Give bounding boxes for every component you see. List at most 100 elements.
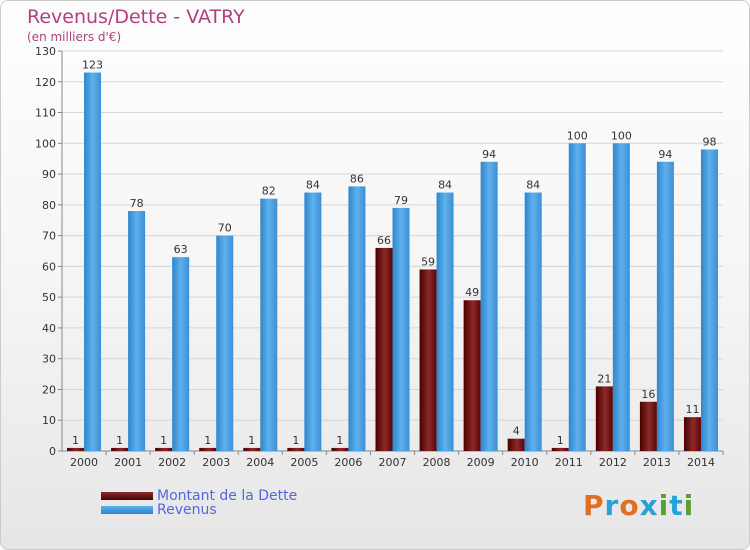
logo-letter: o (619, 489, 640, 522)
debt-bar (243, 447, 261, 451)
x-tick-label: 2012 (599, 456, 627, 469)
axes: 0 10 20 30 40 50 60 70 80 90 100 110 120 130 2000 2001 2… (35, 45, 724, 469)
revenus-value-label: 98 (702, 135, 716, 148)
revenus-value-label: 70 (218, 222, 232, 235)
debt-value-label: 1 (160, 434, 167, 447)
debt-value-label: 1 (557, 434, 564, 447)
debt-value-label: 1 (116, 434, 123, 447)
debt-bar (331, 447, 349, 451)
debt-value-label: 1 (292, 434, 299, 447)
revenus-bar (260, 198, 278, 451)
y-tick-label: 30 (42, 353, 56, 366)
debt-value-label: 1 (204, 434, 211, 447)
revenus-bar (656, 161, 674, 451)
x-tick-label: 2007 (379, 456, 407, 469)
x-tick-label: 2001 (114, 456, 142, 469)
revenus-bar (436, 192, 454, 452)
logo-letter: i (683, 489, 695, 522)
revenus-bar (700, 149, 718, 451)
revenus-value-label: 78 (130, 197, 144, 210)
y-tick-label: 20 (42, 383, 56, 396)
debt-value-label: 21 (597, 372, 611, 385)
debt-bar (199, 447, 217, 451)
x-tick-label: 2006 (334, 456, 362, 469)
revenus-value-label: 100 (611, 129, 632, 142)
debt-bar (375, 247, 393, 451)
legend-label-debt: Montant de la Dette (157, 488, 298, 504)
logo-letter: r (604, 489, 620, 522)
debt-bar (155, 447, 173, 451)
data-labels: 1 123 1 78 1 63 1 70 1 82 1 84 1 86 66 79 59 84 49 94 4 84 1 10… (72, 59, 716, 447)
revenus-bar (128, 211, 146, 451)
revenus-bar (612, 143, 630, 452)
logo-letter: t (669, 489, 684, 522)
revenus-bar (524, 192, 542, 452)
revenus-value-label: 84 (306, 179, 320, 192)
revenus-bar (480, 161, 498, 451)
logo-letter: P (583, 489, 605, 522)
x-tick-label: 2005 (290, 456, 318, 469)
y-tick-label: 70 (42, 230, 56, 243)
debt-bar (463, 300, 481, 451)
debt-bar (639, 401, 657, 451)
debt-value-label: 1 (72, 434, 79, 447)
y-tick-label: 120 (35, 76, 56, 89)
revenus-bar (304, 192, 322, 452)
revenus-bar (216, 235, 234, 451)
legend-item-debt: Montant de la Dette (101, 488, 297, 504)
chart-subtitle: (en milliers d'€) (27, 30, 122, 44)
y-tick-label: 130 (35, 45, 56, 58)
revenus-value-label: 94 (482, 148, 496, 161)
debt-bar (595, 386, 613, 451)
debt-value-label: 11 (685, 403, 699, 416)
revenus-bar (348, 186, 366, 451)
debt-value-label: 1 (336, 434, 343, 447)
revenus-value-label: 63 (174, 243, 188, 256)
logo-letter: x (639, 489, 659, 522)
revenus-value-label: 86 (350, 172, 364, 185)
revenus-value-label: 100 (567, 129, 588, 142)
y-tick-label: 100 (35, 137, 56, 150)
debt-value-label: 1 (248, 434, 255, 447)
x-tick-label: 2003 (202, 456, 230, 469)
debt-bar (419, 269, 437, 451)
y-tick-label: 60 (42, 260, 56, 273)
y-tick-label: 80 (42, 199, 56, 212)
x-tick-label: 2013 (643, 456, 671, 469)
revenus-value-label: 84 (526, 179, 540, 192)
revenus-value-label: 123 (82, 59, 103, 72)
debt-bar (67, 447, 85, 451)
x-tick-label: 2004 (246, 456, 274, 469)
y-tick-label: 50 (42, 291, 56, 304)
x-tick-label: 2008 (423, 456, 451, 469)
bars (67, 72, 718, 452)
debt-value-label: 4 (513, 425, 520, 438)
proxiti-logo: Proxiti (583, 489, 694, 522)
legend-swatch-revenus (101, 506, 153, 514)
y-tick-label: 0 (49, 445, 56, 458)
debt-bar (551, 447, 569, 451)
revenus-value-label: 79 (394, 194, 408, 207)
revenus-value-label: 84 (438, 179, 452, 192)
revenus-bar (568, 143, 586, 452)
y-tick-label: 90 (42, 168, 56, 181)
debt-value-label: 49 (465, 286, 479, 299)
x-tick-label: 2009 (467, 456, 495, 469)
y-tick-label: 40 (42, 322, 56, 335)
revenus-bar (84, 72, 102, 452)
x-tick-label: 2000 (70, 456, 98, 469)
debt-value-label: 59 (421, 255, 435, 268)
debt-bar (287, 447, 305, 451)
debt-bar (683, 417, 701, 451)
revenus-bar (172, 257, 190, 451)
x-tick-label: 2011 (555, 456, 583, 469)
legend-label-revenus: Revenus (157, 502, 217, 518)
debt-bar (507, 438, 525, 451)
y-tick-label: 110 (35, 107, 56, 120)
x-tick-label: 2002 (158, 456, 186, 469)
x-tick-label: 2010 (511, 456, 539, 469)
legend-item-revenus: Revenus (101, 502, 217, 518)
revenus-value-label: 82 (262, 185, 276, 198)
